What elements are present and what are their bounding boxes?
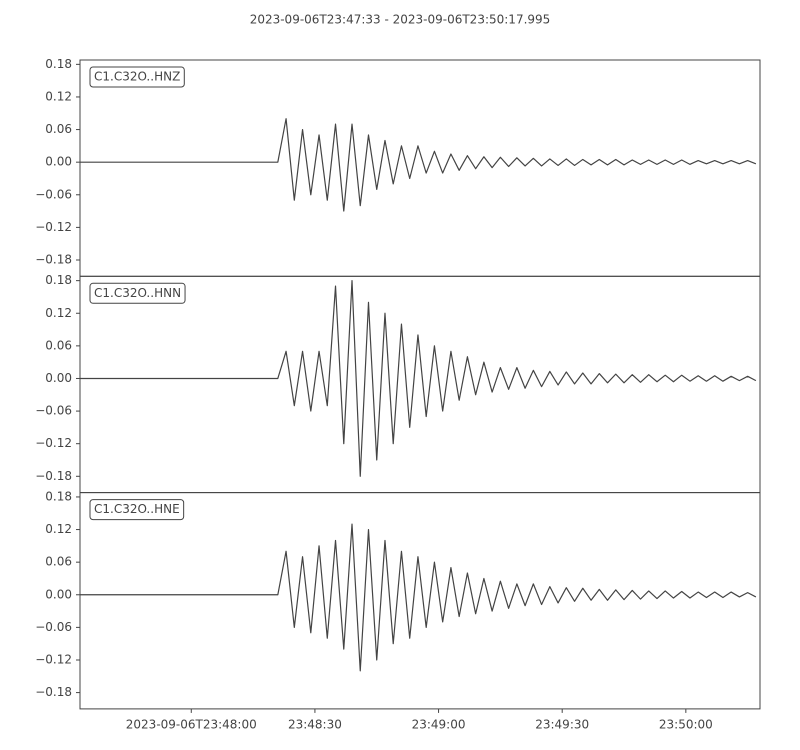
y-tick-label: 0.18: [45, 273, 72, 287]
y-tick-label: 0.00: [45, 371, 72, 385]
y-tick-label: 0.00: [45, 155, 72, 169]
panel-frame: [79, 275, 761, 494]
y-tick-label: 0.18: [45, 57, 72, 71]
waveform: [80, 280, 757, 477]
y-tick-label: 0.06: [45, 555, 72, 569]
trace-label-box: [89, 499, 185, 521]
y-tick-label: 0.12: [45, 89, 72, 103]
trace-label-box: [89, 282, 186, 304]
y-tick-label: −0.06: [35, 404, 72, 418]
trace-label: C1.C32O..HNN: [94, 286, 181, 300]
y-tick-label: −0.18: [35, 685, 72, 699]
y-tick-label: −0.18: [35, 252, 72, 266]
y-tick-label: 0.12: [45, 306, 72, 320]
y-tick-label: 0.12: [45, 522, 72, 536]
panel-frame: [79, 59, 761, 277]
trace-label: C1.C32O..HNE: [94, 502, 180, 516]
chart-title: 2023-09-06T23:47:33 - 2023-09-06T23:50:1…: [250, 13, 551, 27]
y-tick-label: 0.06: [45, 338, 72, 352]
x-tick-label: 23:50:00: [659, 717, 713, 731]
y-tick-label: 0.18: [45, 489, 72, 503]
x-tick-label: 23:48:30: [288, 717, 342, 731]
x-tick-label: 2023-09-06T23:48:00: [126, 717, 257, 731]
y-tick-label: −0.06: [35, 187, 72, 201]
trace-label: C1.C32O..HNZ: [94, 70, 180, 84]
y-tick-label: −0.12: [35, 652, 72, 666]
panel-frame: [79, 492, 761, 710]
x-tick-label: 23:49:00: [412, 717, 466, 731]
x-tick-label: 23:49:30: [535, 717, 589, 731]
waveform: [80, 118, 757, 212]
y-tick-label: 0.06: [45, 122, 72, 136]
y-tick-label: −0.12: [35, 220, 72, 234]
y-tick-label: −0.06: [35, 620, 72, 634]
y-tick-label: −0.12: [35, 436, 72, 450]
trace-label-box: [89, 66, 185, 88]
y-tick-label: −0.18: [35, 469, 72, 483]
y-tick-label: 0.00: [45, 587, 72, 601]
waveform: [80, 523, 757, 672]
